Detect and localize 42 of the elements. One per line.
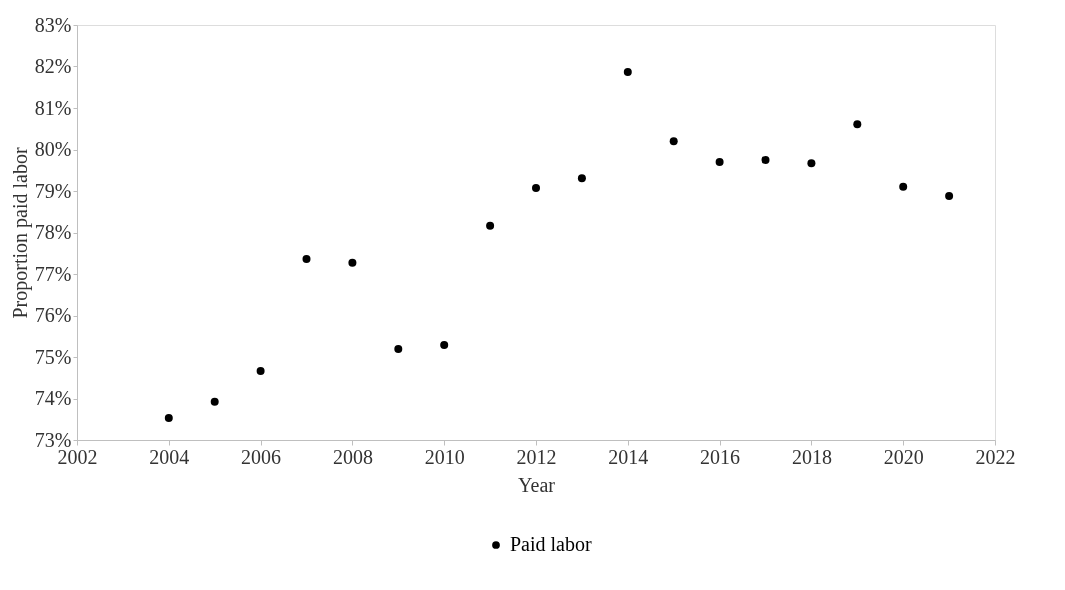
y-tick-label: 74%: [34, 387, 72, 409]
point: [853, 120, 862, 129]
y-tick-label: 82%: [34, 55, 72, 77]
x-tick-label: 2004: [149, 445, 190, 468]
x-tick-label: 2006: [241, 445, 282, 468]
x-tick-label: 2010: [424, 445, 465, 468]
point: [807, 159, 816, 168]
point: [715, 157, 724, 166]
y-tick-label: 75%: [34, 345, 72, 368]
point: [256, 367, 265, 376]
point: [164, 414, 173, 422]
x-tick-label: 2018: [791, 445, 832, 468]
point: [669, 137, 678, 146]
y-tick-label: 78%: [34, 221, 72, 243]
x-axis-title: Year: [518, 473, 556, 496]
point: [210, 397, 219, 406]
point: [577, 174, 586, 183]
y-axis-title: Proportion paid labor: [8, 147, 32, 319]
point: [899, 182, 908, 191]
y-tick-label: 73%: [34, 428, 72, 451]
point: [945, 191, 954, 200]
point: [302, 255, 311, 264]
x-tick-label: 2014: [608, 445, 649, 468]
y-tick-label: 83%: [34, 13, 72, 36]
x-tick-label: 2016: [700, 445, 741, 468]
point: [761, 155, 770, 164]
y-tick-label: 76%: [34, 304, 72, 326]
point: [440, 340, 449, 349]
x-tick-label: 2022: [975, 445, 1016, 468]
x-tick-label: 2020: [883, 445, 924, 468]
point: [394, 345, 403, 354]
point: [532, 184, 540, 193]
point: [486, 221, 495, 230]
x-tick-label: 2012: [516, 445, 557, 468]
point: [348, 258, 357, 267]
x-tick-label: 2008: [332, 445, 373, 468]
y-tick-label: 80%: [34, 138, 72, 160]
y-tick-label: 79%: [34, 179, 72, 202]
legend-label: Paid labor: [510, 533, 592, 555]
point: [623, 67, 632, 76]
y-tick-label: 81%: [34, 96, 72, 119]
y-tick-label: 77%: [34, 262, 72, 285]
